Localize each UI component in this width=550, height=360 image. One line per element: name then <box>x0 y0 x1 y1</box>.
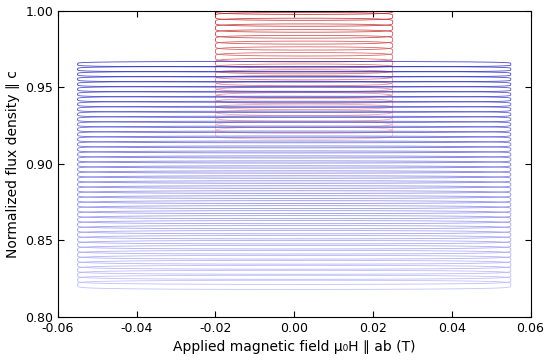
X-axis label: Applied magnetic field μ₀H ∥ ab (T): Applied magnetic field μ₀H ∥ ab (T) <box>173 341 415 355</box>
Y-axis label: Normalized flux density ∥ c: Normalized flux density ∥ c <box>6 70 20 258</box>
